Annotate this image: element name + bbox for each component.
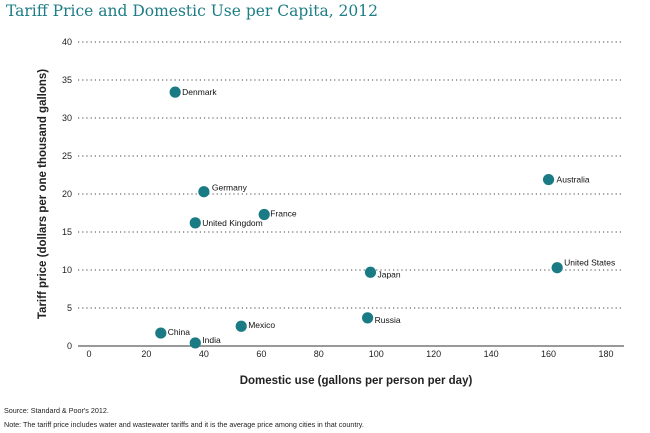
x-tick-label: 0 <box>86 349 91 359</box>
y-tick-label: 30 <box>62 113 72 123</box>
y-tick-label: 25 <box>62 151 72 161</box>
data-point <box>364 266 377 278</box>
data-point <box>155 327 167 339</box>
tick-labels: 0 5 10 15 20 25 30 35 40 0 20 40 60 80 100 120 140 160 180 <box>62 37 614 359</box>
y-tick-label: 20 <box>62 189 72 199</box>
chart-title: Tariff Price and Domestic Use per Capita… <box>6 2 379 20</box>
point-label: Denmark <box>182 87 217 97</box>
data-point <box>551 262 563 274</box>
y-tick-label: 10 <box>62 265 72 275</box>
x-tick-label: 40 <box>199 349 209 359</box>
point-labels: Denmark Germany United Kingdom France Austra… <box>168 87 615 345</box>
x-tick-label: 80 <box>314 349 324 359</box>
source-note: Source: Standard & Poor's 2012. <box>4 406 109 415</box>
data-point <box>189 337 201 349</box>
point-label: France <box>270 209 297 219</box>
point-label: India <box>202 335 221 345</box>
x-tick-label: 60 <box>256 349 266 359</box>
data-points <box>155 86 563 349</box>
footnote: Note: The tariff price includes water an… <box>4 420 364 429</box>
y-tick-label: 40 <box>62 37 72 47</box>
point-label: Germany <box>212 183 248 193</box>
x-tick-label: 160 <box>541 349 556 359</box>
data-point <box>362 312 374 324</box>
point-label: Mexico <box>248 320 275 330</box>
data-point <box>258 208 270 221</box>
point-label: United States <box>564 258 615 268</box>
grid-lines <box>78 41 624 347</box>
x-tick-label: 140 <box>484 349 499 359</box>
x-tick-label: 20 <box>141 349 151 359</box>
point-label: Japan <box>377 269 400 279</box>
data-point <box>235 320 247 332</box>
data-point <box>198 186 210 198</box>
point-label: Russia <box>375 315 401 325</box>
y-tick-label: 35 <box>62 75 72 85</box>
y-tick-label: 15 <box>62 227 72 237</box>
point-label: United Kingdom <box>202 218 262 228</box>
data-point <box>542 173 555 186</box>
point-label: China <box>168 327 190 337</box>
y-axis-title: Tariff price (dollars per one thousand g… <box>37 69 49 319</box>
y-tick-label: 5 <box>67 303 72 313</box>
x-tick-label: 120 <box>426 349 441 359</box>
data-point <box>189 217 201 229</box>
data-point <box>169 86 181 98</box>
x-tick-label: 180 <box>598 349 613 359</box>
point-label: Australia <box>557 175 590 185</box>
x-axis-title: Domestic use (gallons per person per day… <box>240 375 473 387</box>
y-tick-label: 0 <box>67 341 72 351</box>
x-tick-label: 100 <box>369 349 384 359</box>
